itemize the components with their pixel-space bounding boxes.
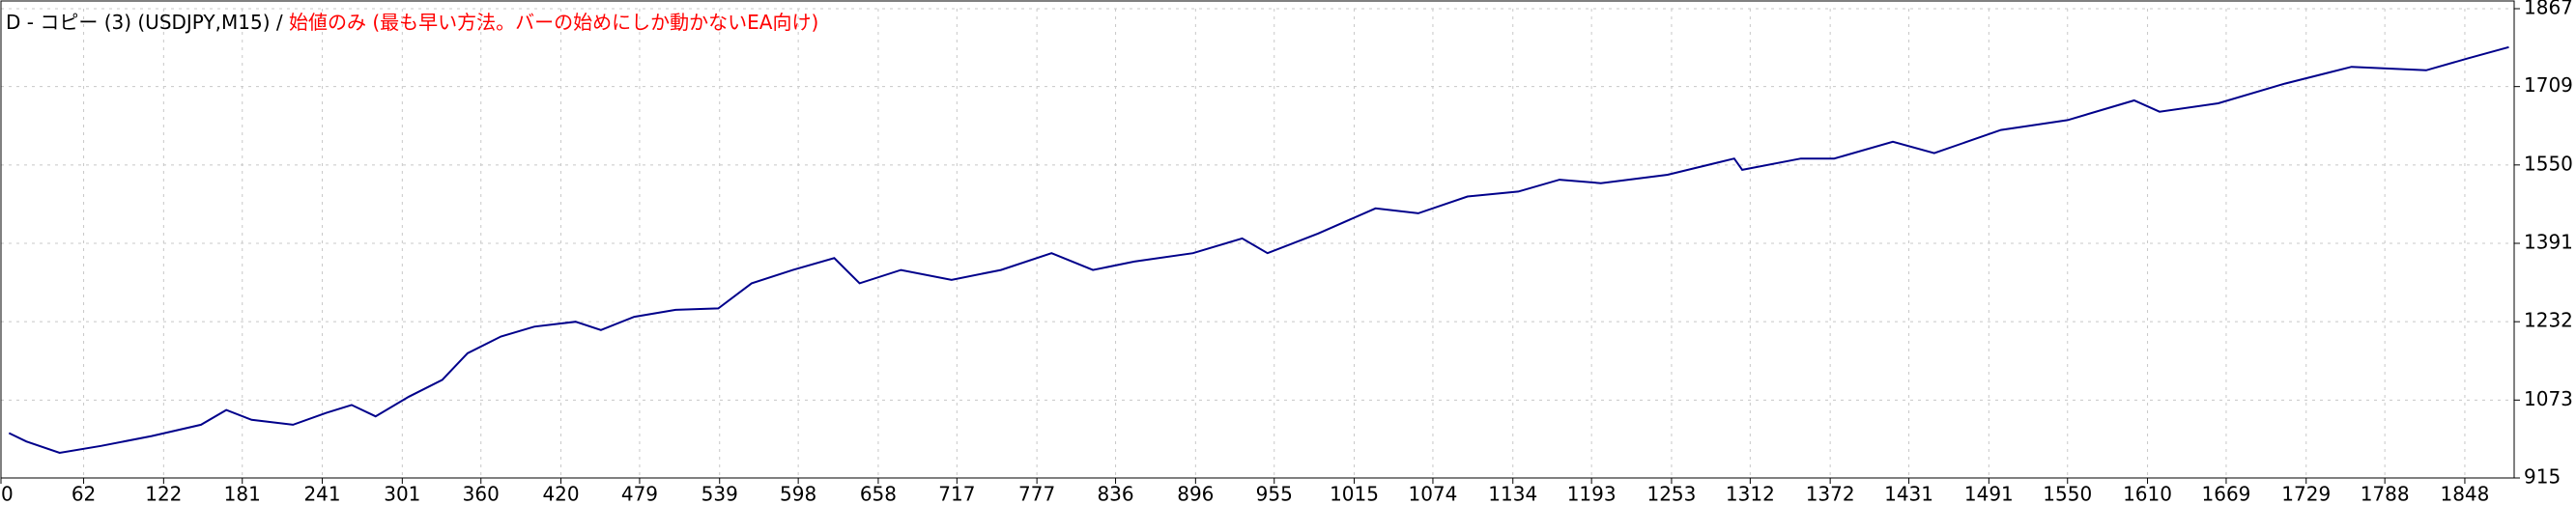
y-tick-label: 915 (2524, 465, 2561, 489)
x-tick-label: 1372 (1806, 483, 1855, 505)
x-tick-label: 1253 (1646, 483, 1696, 505)
x-tick-label: 181 (224, 483, 261, 505)
equity-line (8, 45, 2509, 455)
y-tick-label: 1391 (2524, 231, 2573, 254)
x-tick-label: 1074 (1408, 483, 1457, 505)
y-tick-label: 1232 (2524, 309, 2573, 332)
x-tick-label: 539 (701, 483, 738, 505)
x-tick-label: 777 (1018, 483, 1055, 505)
x-tick-label: 1134 (1488, 483, 1537, 505)
x-tick-label: 1312 (1726, 483, 1775, 505)
x-tick-label: 1431 (1884, 483, 1933, 505)
x-tick-label: 1729 (2281, 483, 2331, 505)
x-tick-label: 1491 (1964, 483, 2014, 505)
x-tick-label: 1015 (1330, 483, 1379, 505)
x-tick-label: 360 (463, 483, 500, 505)
x-tick-label: 1848 (2440, 483, 2489, 505)
x-tick-label: 122 (145, 483, 182, 505)
x-tick-label: 1788 (2361, 483, 2410, 505)
y-tick-label: 1073 (2524, 387, 2573, 410)
x-tick-label: 1669 (2202, 483, 2251, 505)
x-tick-label: 658 (860, 483, 897, 505)
x-tick-label: 955 (1256, 483, 1293, 505)
x-tick-label: 0 (1, 483, 14, 505)
subtitle: 始値のみ (最も早い方法。バーの始めにしか動かないEA向け) (289, 11, 818, 34)
x-tick-label: 479 (621, 483, 658, 505)
y-tick-label: 1867 (2524, 0, 2573, 19)
x-tick-label: 62 (72, 483, 96, 505)
x-tick-label: 1610 (2123, 483, 2172, 505)
chart-title: D - コピー (3) (USDJPY,M15) / 始値のみ (最も早い方法。… (6, 11, 818, 34)
plot-border (0, 0, 2515, 479)
x-tick-label: 836 (1097, 483, 1133, 505)
x-tick-label: 896 (1177, 483, 1214, 505)
x-tick-label: 598 (780, 483, 816, 505)
x-tick-label: 241 (303, 483, 340, 505)
x-tick-label: 301 (384, 483, 420, 505)
x-tick-label: 1193 (1567, 483, 1617, 505)
x-tick-label: 717 (938, 483, 975, 505)
y-tick-label: 1709 (2524, 73, 2573, 97)
x-tick-label: 420 (542, 483, 579, 505)
title: D - コピー (3) (USDJPY,M15) / (6, 11, 289, 34)
y-tick-label: 1550 (2524, 152, 2573, 175)
x-tick-label: 1550 (2043, 483, 2092, 505)
